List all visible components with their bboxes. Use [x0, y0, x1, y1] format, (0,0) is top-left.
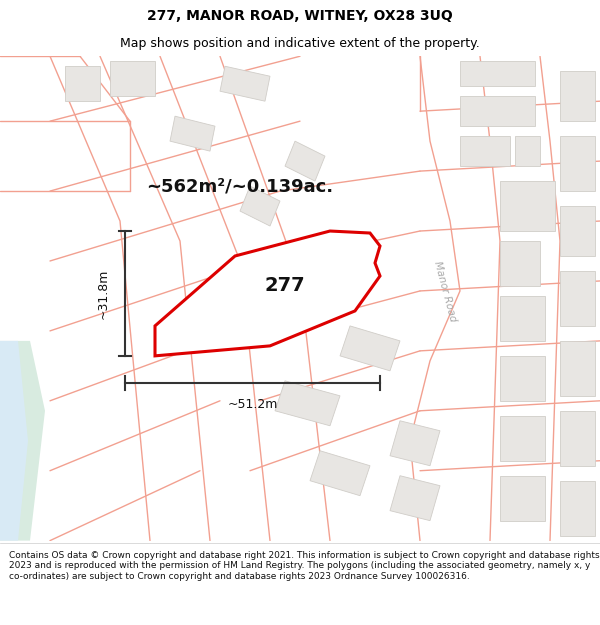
Polygon shape [0, 341, 28, 541]
Polygon shape [560, 341, 595, 396]
Polygon shape [500, 476, 545, 521]
Polygon shape [560, 136, 595, 191]
Text: ~51.2m: ~51.2m [227, 398, 278, 411]
Polygon shape [460, 61, 535, 86]
Text: ~562m²/~0.139ac.: ~562m²/~0.139ac. [146, 177, 334, 195]
Polygon shape [460, 136, 510, 166]
Polygon shape [240, 186, 280, 226]
Polygon shape [560, 271, 595, 326]
Polygon shape [560, 411, 595, 466]
Polygon shape [310, 451, 370, 496]
Polygon shape [560, 481, 595, 536]
Polygon shape [285, 141, 325, 181]
Polygon shape [390, 421, 440, 466]
Text: ~31.8m: ~31.8m [97, 268, 110, 319]
Polygon shape [500, 181, 555, 231]
Text: Contains OS data © Crown copyright and database right 2021. This information is : Contains OS data © Crown copyright and d… [9, 551, 599, 581]
Polygon shape [0, 341, 45, 541]
Polygon shape [560, 71, 595, 121]
Polygon shape [340, 326, 400, 371]
Text: Manor Road: Manor Road [432, 259, 458, 322]
Polygon shape [65, 66, 100, 101]
Polygon shape [560, 206, 595, 256]
Text: 277: 277 [265, 276, 305, 296]
Polygon shape [220, 66, 270, 101]
Polygon shape [390, 476, 440, 521]
Polygon shape [155, 231, 380, 356]
Polygon shape [500, 241, 540, 286]
Polygon shape [170, 116, 215, 151]
Polygon shape [500, 296, 545, 341]
Polygon shape [460, 96, 535, 126]
Polygon shape [275, 381, 340, 426]
Polygon shape [500, 356, 545, 401]
Polygon shape [110, 61, 155, 96]
Text: 277, MANOR ROAD, WITNEY, OX28 3UQ: 277, MANOR ROAD, WITNEY, OX28 3UQ [147, 9, 453, 22]
Polygon shape [500, 416, 545, 461]
Polygon shape [515, 136, 540, 166]
Text: Map shows position and indicative extent of the property.: Map shows position and indicative extent… [120, 38, 480, 51]
